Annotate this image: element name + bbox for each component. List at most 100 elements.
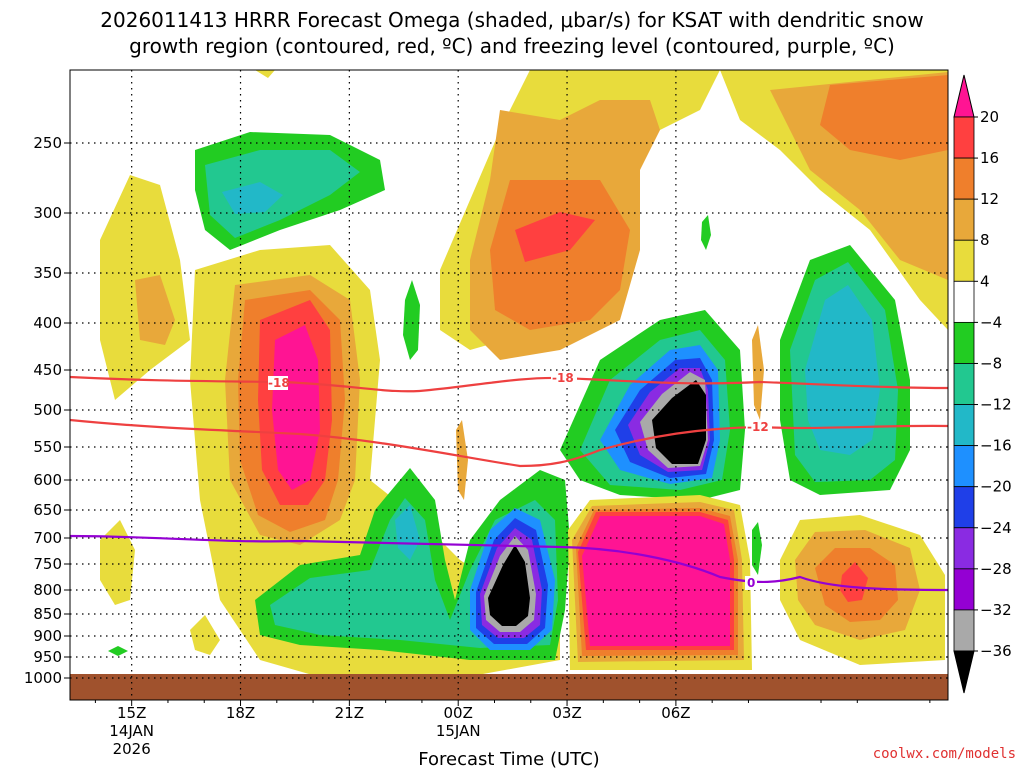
x-tick-label: 06Z bbox=[661, 704, 690, 722]
contour-label-bg-3 bbox=[746, 420, 772, 434]
shade-sinking-upper-left-teal bbox=[205, 150, 360, 238]
colorbar-label: −4 bbox=[980, 313, 1002, 331]
colorbar-segment bbox=[953, 445, 975, 488]
x-axis-title: Forecast Time (UTC) bbox=[418, 749, 599, 768]
shade-sinking-right-cyan bbox=[805, 285, 880, 455]
y-tick-label: 800 bbox=[33, 581, 62, 599]
contour-dgz-upper-line bbox=[70, 375, 948, 393]
y-tick-label: 350 bbox=[33, 264, 62, 282]
x-tick-date: 15JAN bbox=[436, 722, 481, 740]
grid bbox=[70, 70, 948, 700]
x-tick-year: 2026 bbox=[113, 740, 151, 758]
shade-rising-lower-left-yellow bbox=[100, 520, 135, 605]
y-tick-label: 250 bbox=[33, 134, 62, 152]
contour-freezing-line bbox=[70, 534, 948, 592]
contour-dgz-lower-line bbox=[70, 418, 948, 468]
chart-title-line1: 2026011413 HRRR Forecast Omega (shaded, … bbox=[100, 8, 923, 32]
x-tick-label: 00Z bbox=[444, 704, 473, 722]
shade-sinking-small-green-low bbox=[752, 522, 762, 575]
y-tick-label: 600 bbox=[33, 471, 62, 489]
shade-sinking-upper-left-cyan bbox=[222, 182, 283, 214]
shade-rising-streak-right bbox=[752, 325, 764, 420]
colorbar-segment bbox=[953, 609, 975, 652]
colorbar-label: 16 bbox=[980, 149, 999, 167]
shade-sinking-mid-right-black bbox=[652, 380, 706, 464]
colorbar-segment bbox=[953, 116, 975, 159]
colorbar-label: −8 bbox=[980, 354, 1002, 372]
shade-rising-lower-mid-magenta bbox=[582, 516, 730, 646]
contour-label-freezing: 0 bbox=[747, 576, 755, 590]
shade-rising-lower-left-dot bbox=[190, 615, 220, 655]
y-tick-label: 950 bbox=[33, 648, 62, 666]
shade-sinking-lower-mid-black-core bbox=[488, 545, 530, 626]
colorbar-bottom-arrow bbox=[953, 650, 975, 694]
contour-label-bg-1 bbox=[268, 376, 288, 390]
shade-rising-upper-right-orange bbox=[820, 75, 948, 160]
y-tick-label: 550 bbox=[33, 438, 62, 456]
shade-rising-far-left-gold bbox=[135, 275, 175, 345]
shade-rising-top-sliver bbox=[255, 70, 275, 78]
contour-label-bg-2 bbox=[551, 371, 577, 385]
shade-sinking-lower-mid-cyan bbox=[395, 505, 420, 560]
shade-sinking-small-green-right bbox=[701, 215, 711, 250]
y-tick-label: 1000 bbox=[24, 669, 62, 687]
colorbar-segment bbox=[953, 404, 975, 447]
shade-sinking-tiny-green bbox=[108, 646, 128, 656]
shade-sinking-small-green-mid bbox=[403, 280, 420, 360]
contour-label-dgz-upper-left: -18 bbox=[268, 376, 290, 390]
colorbar-label: −16 bbox=[980, 437, 1012, 455]
chart-title-line2: growth region (contoured, red, ºC) and f… bbox=[129, 34, 895, 58]
colorbar-segment bbox=[953, 568, 975, 611]
plot-area: -18 -18 -12 0 bbox=[70, 70, 948, 700]
shade-rising-streak-left bbox=[456, 420, 468, 500]
contour-label-bg-4 bbox=[745, 576, 757, 590]
y-tick-label: 650 bbox=[33, 501, 62, 519]
colorbar-label: −28 bbox=[980, 560, 1012, 578]
colorbar-segment bbox=[953, 157, 975, 200]
y-tick-label: 400 bbox=[33, 314, 62, 332]
y-tick-label: 700 bbox=[33, 529, 62, 547]
y-tick-label: 500 bbox=[33, 401, 62, 419]
y-tick-label: 900 bbox=[33, 627, 62, 645]
y-tick-label: 750 bbox=[33, 555, 62, 573]
credit-text: coolwx.com/models bbox=[873, 746, 1016, 762]
colorbar-segment bbox=[953, 486, 975, 529]
colorbar-label: −20 bbox=[980, 478, 1012, 496]
colorbar-label: −24 bbox=[980, 519, 1012, 537]
temperature-contours bbox=[70, 375, 948, 592]
colorbar-label: −12 bbox=[980, 396, 1012, 414]
plot-frame bbox=[69, 69, 949, 701]
contour-label-dgz-upper-right: -18 bbox=[552, 371, 574, 385]
colorbar-label: −32 bbox=[980, 601, 1012, 619]
colorbar-label: 8 bbox=[980, 231, 990, 249]
shade-rising-upper-mid-orange bbox=[490, 180, 630, 330]
y-axis: 250 300 350 400 450 500 550 600 650 700 750 800 850 9… bbox=[24, 134, 70, 687]
colorbar-segment bbox=[953, 527, 975, 570]
x-tick-label: 15Z bbox=[117, 704, 146, 722]
colorbar: 20 16 12 8 4 −4 −8 −12 −16 −20 −24 −28 −32 −36 bbox=[953, 74, 1012, 694]
x-tick-label: 21Z bbox=[335, 704, 364, 722]
colorbar-label: −36 bbox=[980, 642, 1012, 660]
colorbar-segment bbox=[953, 321, 975, 364]
colorbar-segment bbox=[953, 198, 975, 241]
colorbar-segment bbox=[953, 363, 975, 405]
colorbar-top-arrow bbox=[953, 74, 975, 118]
colorbar-label: 4 bbox=[980, 272, 990, 290]
contour-label-dgz-lower: -12 bbox=[747, 420, 769, 434]
y-tick-label: 450 bbox=[33, 361, 62, 379]
shade-rising-left-magenta bbox=[272, 325, 320, 490]
x-tick-label: 18Z bbox=[226, 704, 255, 722]
colorbar-segment bbox=[953, 239, 975, 282]
x-tick-date: 14JAN bbox=[109, 722, 154, 740]
shade-rising-lower-right-red bbox=[840, 562, 868, 602]
colorbar-segment bbox=[953, 280, 975, 323]
contour-labels: -18 -18 -12 0 bbox=[268, 371, 772, 590]
shade-rising-upper-mid-red bbox=[515, 212, 595, 262]
y-tick-label: 300 bbox=[33, 204, 62, 222]
colorbar-label: 20 bbox=[980, 108, 999, 126]
y-tick-label: 850 bbox=[33, 605, 62, 623]
x-tick-label: 03Z bbox=[552, 704, 581, 722]
colorbar-label: 12 bbox=[980, 190, 999, 208]
